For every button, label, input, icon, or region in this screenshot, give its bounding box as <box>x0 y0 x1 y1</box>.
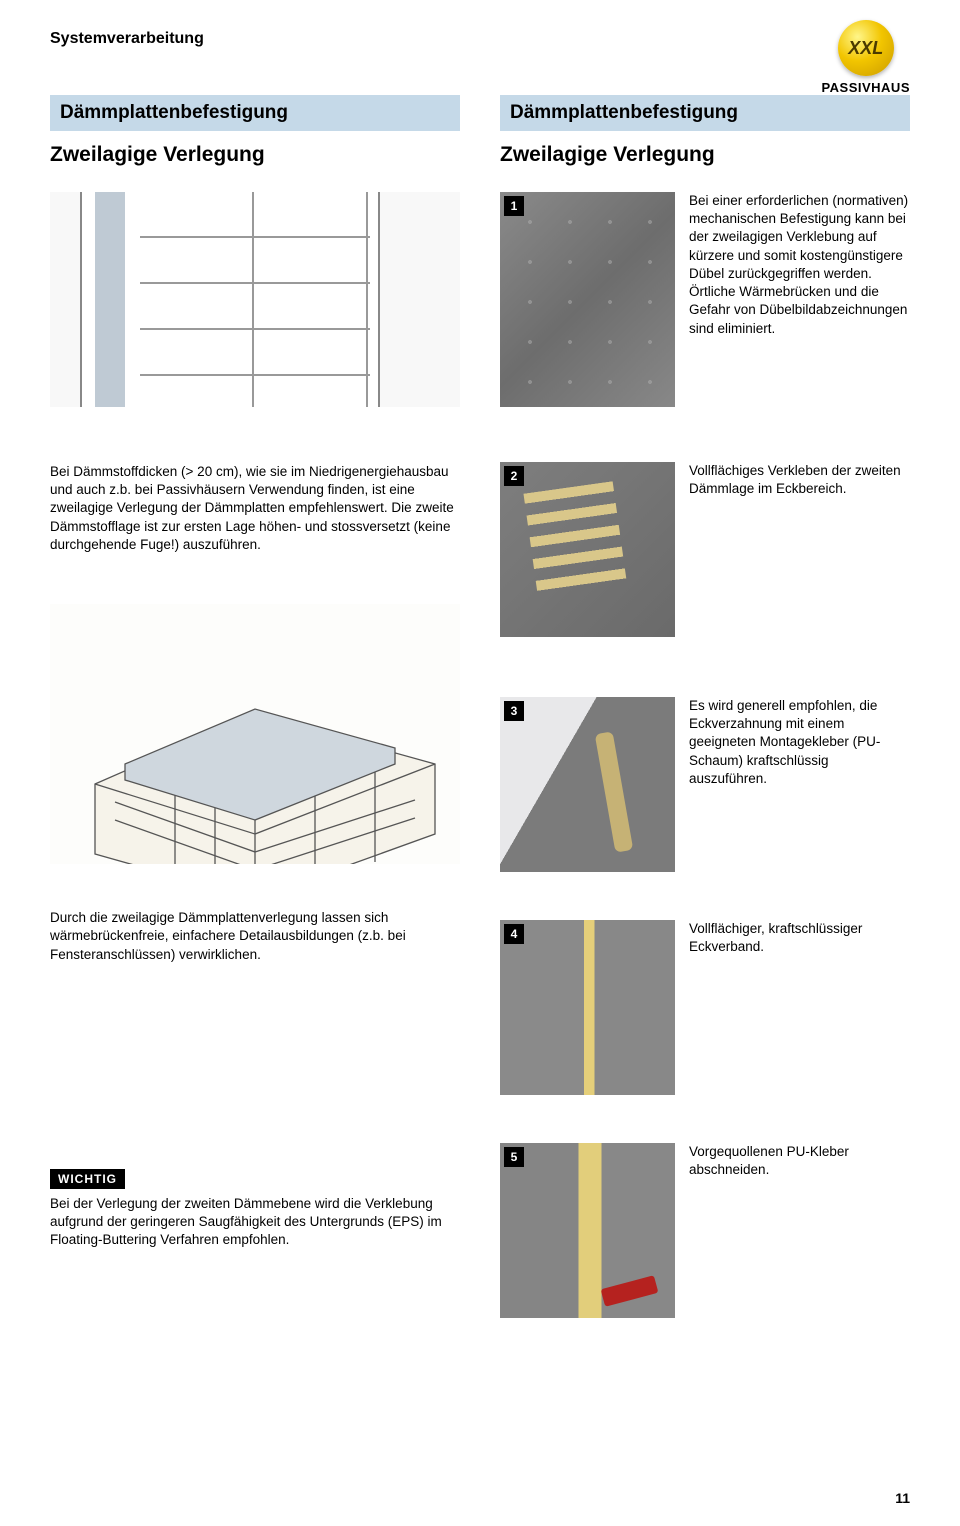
step-4-text: Vollflächiger, kraftschlüssiger Eckverba… <box>689 920 910 1095</box>
step-2-badge: 2 <box>504 466 524 486</box>
step-5-badge: 5 <box>504 1147 524 1167</box>
step-4-photo: 4 <box>500 920 675 1095</box>
step-2-text: Vollflächiges Verkleben der zweiten Dämm… <box>689 462 910 637</box>
brand-logo: XXL PASSIVHAUS <box>821 20 910 95</box>
content-columns: Dämmplattenbefestigung Zweilagige Verleg… <box>50 95 910 1346</box>
left-paragraph-1: Bei Dämmstoffdicken (> 20 cm), wie sie i… <box>50 463 460 554</box>
step-row: 2 Vollflächiges Verkleben der zweiten Dä… <box>500 462 910 637</box>
right-bar-title: Dämmplattenbefestigung <box>500 95 910 131</box>
step-row: 4 Vollflächiger, kraftschlüssiger Eckver… <box>500 920 910 1095</box>
step-1-photo: 1 <box>500 192 675 407</box>
step-2-photo: 2 <box>500 462 675 637</box>
brand-name: PASSIVHAUS <box>821 80 910 95</box>
step-3-text: Es wird generell empfohlen, die Eckverza… <box>689 697 910 872</box>
right-subheading: Zweilagige Verlegung <box>500 143 910 167</box>
step-row: 1 Bei einer erforderlichen (normativen) … <box>500 192 910 407</box>
step-4-badge: 4 <box>504 924 524 944</box>
step-row: 5 Vorgequollenen PU-Kleber abschneiden. <box>500 1143 910 1318</box>
step-5-photo: 5 <box>500 1143 675 1318</box>
wichtig-block: WICHTIG Bei der Verlegung der zweiten Dä… <box>50 1169 460 1250</box>
page-header: Systemverarbeitung XXL PASSIVHAUS <box>50 30 910 95</box>
step-row: 3 Es wird generell empfohlen, die Eckver… <box>500 697 910 872</box>
left-column: Dämmplattenbefestigung Zweilagige Verleg… <box>50 95 460 1346</box>
diagram-corner-iso <box>50 604 460 864</box>
step-1-text: Bei einer erforderlichen (normativen) me… <box>689 192 910 407</box>
right-column: Dämmplattenbefestigung Zweilagige Verleg… <box>500 95 910 1346</box>
left-bar-title: Dämmplattenbefestigung <box>50 95 460 131</box>
wichtig-text: Bei der Verlegung der zweiten Dämmebene … <box>50 1195 460 1250</box>
section-label: Systemverarbeitung <box>50 30 204 48</box>
step-3-photo: 3 <box>500 697 675 872</box>
xxl-badge-icon: XXL <box>838 20 894 76</box>
left-subheading: Zweilagige Verlegung <box>50 143 460 167</box>
pu-foam-icon <box>595 731 634 852</box>
left-paragraph-2: Durch die zweilagige Dämmplattenverlegun… <box>50 909 460 964</box>
step-3-badge: 3 <box>504 701 524 721</box>
knife-icon <box>601 1275 659 1307</box>
step-1-badge: 1 <box>504 196 524 216</box>
step-5-text: Vorgequollenen PU-Kleber abschneiden. <box>689 1143 910 1318</box>
wichtig-label: WICHTIG <box>50 1169 125 1189</box>
page-number: 11 <box>895 1490 910 1506</box>
foam-stripes-icon <box>523 481 626 593</box>
diagram-wall-section <box>50 192 460 407</box>
